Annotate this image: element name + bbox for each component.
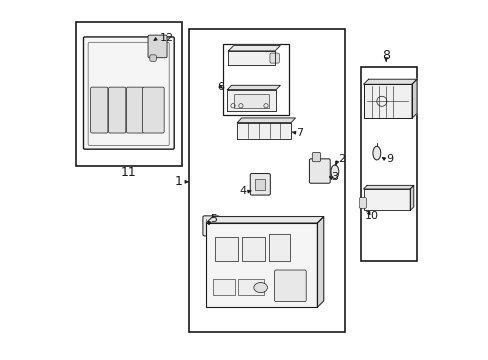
Ellipse shape [330, 165, 338, 179]
FancyBboxPatch shape [312, 152, 320, 162]
Text: 4: 4 [240, 186, 246, 197]
FancyBboxPatch shape [250, 174, 270, 195]
Bar [268, 234, 290, 261]
Text: 12: 12 [160, 33, 174, 43]
FancyBboxPatch shape [359, 198, 366, 208]
FancyBboxPatch shape [90, 87, 108, 133]
Polygon shape [317, 217, 323, 307]
Polygon shape [363, 185, 413, 189]
Text: 9: 9 [386, 154, 393, 164]
Bar [360, 67, 416, 261]
Bar [363, 84, 411, 118]
Text: 2: 2 [338, 154, 345, 164]
Text: 8: 8 [381, 49, 389, 62]
Polygon shape [228, 51, 274, 65]
Bar [238, 279, 263, 295]
Bar [363, 189, 409, 211]
Bar [215, 237, 238, 261]
Text: 7: 7 [296, 128, 303, 138]
Bar [213, 279, 234, 295]
Text: 3: 3 [330, 172, 338, 182]
FancyBboxPatch shape [83, 37, 174, 149]
Text: 6: 6 [217, 82, 224, 92]
Polygon shape [363, 79, 416, 84]
FancyBboxPatch shape [148, 35, 167, 58]
Polygon shape [228, 45, 280, 51]
Ellipse shape [253, 283, 267, 293]
Text: 1: 1 [175, 175, 183, 188]
Text: 10: 10 [364, 211, 378, 221]
FancyBboxPatch shape [269, 53, 279, 63]
FancyBboxPatch shape [142, 87, 164, 133]
Bar [188, 30, 344, 332]
Bar [254, 179, 265, 190]
FancyBboxPatch shape [149, 55, 156, 61]
Bar [223, 44, 289, 116]
FancyBboxPatch shape [203, 216, 219, 236]
Ellipse shape [372, 146, 380, 160]
FancyBboxPatch shape [126, 87, 143, 133]
FancyBboxPatch shape [274, 270, 305, 302]
Polygon shape [206, 217, 323, 223]
Text: 5: 5 [210, 214, 217, 224]
Polygon shape [411, 79, 416, 118]
Polygon shape [409, 185, 413, 211]
Bar [206, 223, 317, 307]
Bar [234, 94, 268, 108]
Polygon shape [237, 118, 295, 123]
Polygon shape [237, 123, 290, 139]
FancyBboxPatch shape [309, 159, 329, 183]
Bar [242, 237, 265, 261]
Polygon shape [227, 85, 280, 90]
Bar [76, 22, 182, 166]
Polygon shape [227, 90, 276, 111]
FancyBboxPatch shape [108, 87, 125, 133]
Text: 11: 11 [121, 166, 137, 179]
